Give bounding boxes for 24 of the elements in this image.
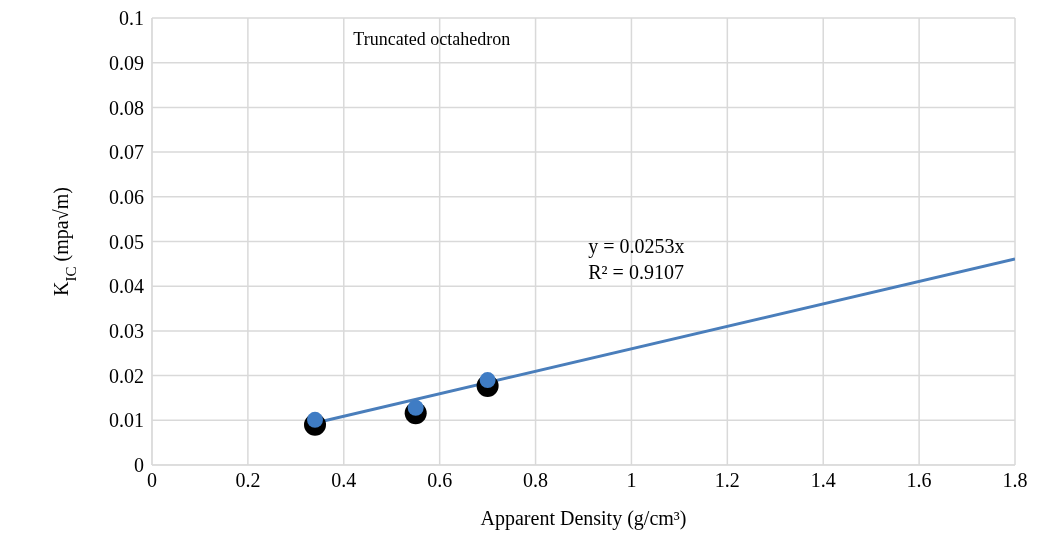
x-axis-title: Apparent Density (g/cm³) — [480, 507, 687, 530]
y-tick-label: 0.08 — [109, 96, 144, 119]
y-tick-label: 0.1 — [119, 7, 144, 30]
x-tick-label: 0.6 — [427, 469, 453, 492]
y-tick-label: 0.07 — [109, 141, 144, 164]
y-tick-label: 0.09 — [109, 51, 144, 74]
y-tick-label: 0.05 — [109, 230, 144, 253]
x-tick-label: 0.2 — [235, 469, 261, 492]
y-tick-label: 0.06 — [109, 185, 144, 208]
annotation: y = 0.0253x — [588, 234, 685, 258]
annotation: R² = 0.9107 — [588, 261, 684, 284]
y-tick-label: 0 — [134, 454, 144, 477]
y-tick-label: 0.04 — [109, 275, 144, 298]
x-tick-label: 1.2 — [714, 469, 740, 492]
x-tick-label: 1.4 — [810, 469, 836, 492]
x-tick-label: 0.4 — [331, 469, 357, 492]
annotation: Truncated octahedron — [353, 28, 511, 49]
x-tick-label: 1.8 — [1002, 469, 1028, 492]
y-tick-label: 0.01 — [109, 409, 144, 432]
y-tick-label: 0.03 — [109, 320, 144, 342]
x-tick-label: 1 — [626, 469, 637, 492]
y-tick-label: 0.02 — [109, 364, 144, 387]
x-tick-label: 0.8 — [523, 469, 549, 492]
x-tick-label: 1.6 — [906, 469, 932, 492]
